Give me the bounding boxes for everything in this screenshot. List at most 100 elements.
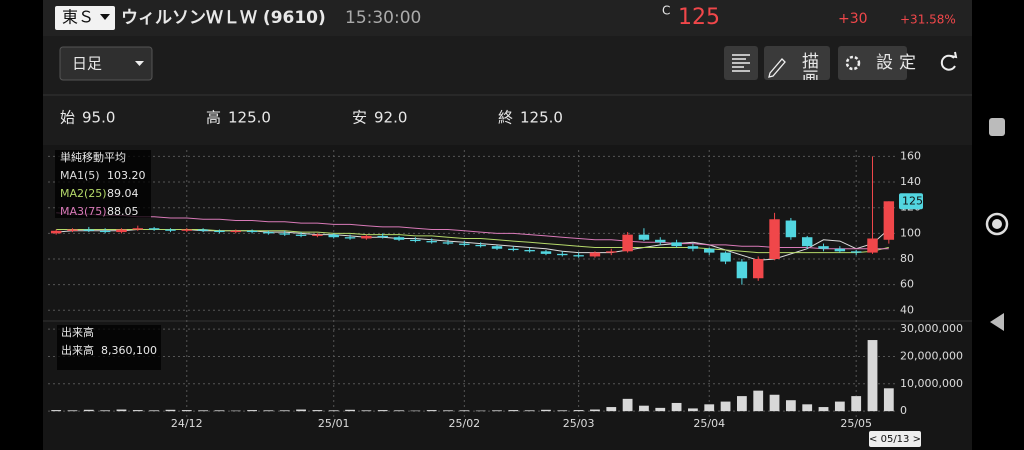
candle-body: [328, 234, 339, 238]
last-price-label: 125: [902, 194, 923, 207]
home-button[interactable]: [985, 212, 1009, 236]
candle-body: [785, 220, 797, 238]
ma-line: [56, 212, 889, 250]
draw-button[interactable]: [764, 46, 830, 80]
x-tick-label: 25/04: [693, 417, 725, 430]
recents-button[interactable]: [989, 118, 1005, 136]
candle-body: [769, 219, 780, 260]
volume-bar: [508, 410, 519, 412]
period: 日足: [72, 55, 102, 73]
candle-body: [801, 237, 813, 247]
volume-legend-title: 出来高: [61, 325, 94, 339]
candle-body: [197, 229, 209, 231]
candle-body: [655, 239, 666, 243]
candle-body: [393, 237, 405, 240]
candle-body: [361, 235, 372, 239]
volume-bar: [622, 398, 633, 412]
volume-bar: [557, 410, 568, 412]
volume-bar: [655, 407, 666, 412]
volume-bar: [720, 401, 731, 412]
back-button[interactable]: [990, 313, 1004, 331]
volume-tick-label: 30,000,000: [900, 322, 963, 335]
volume-bar: [834, 401, 845, 412]
candle-body: [83, 229, 95, 231]
ma-line: [56, 229, 889, 254]
volume-bar: [769, 394, 780, 412]
candle-body: [883, 201, 895, 240]
y-tick-label: 60: [900, 278, 914, 291]
candle-body: [165, 229, 176, 231]
dropdown-arrow: [135, 61, 144, 66]
settings-button[interactable]: [838, 46, 907, 80]
settings-label: 設定: [876, 53, 922, 73]
change: +30: [838, 11, 868, 27]
ohlc-label: 安: [352, 109, 367, 127]
price: 125: [678, 5, 720, 30]
change-pct: +31.58%: [900, 13, 956, 27]
gear-icon: [845, 55, 861, 71]
volume-bar: [296, 409, 306, 412]
volume-bar: [753, 390, 764, 412]
candle-body: [377, 235, 388, 238]
volume-bar: [426, 410, 437, 412]
y-tick-label: 140: [900, 175, 921, 188]
volume-bar: [736, 396, 747, 412]
market: 東Ｓ: [62, 8, 94, 27]
ohlc-value: 125.0: [520, 109, 563, 127]
volume-bar: [606, 407, 617, 412]
volume-bar: [785, 400, 796, 412]
ohlc-label: 始: [60, 109, 75, 127]
chart-area: [43, 145, 972, 450]
candle-body: [295, 234, 307, 236]
candle-body: [540, 251, 552, 254]
market-select[interactable]: [55, 6, 115, 30]
candle-body: [214, 230, 225, 233]
legend-value: 103.20: [107, 169, 146, 182]
candle-body: [312, 234, 323, 236]
stock-name: ウィルソンＷＬＷ (9610): [121, 8, 326, 28]
candle-body: [116, 229, 127, 233]
volume-bar: [345, 409, 355, 412]
volume-bar: [132, 410, 143, 412]
candle-body: [606, 251, 617, 253]
x-tick-label: 25/02: [448, 417, 480, 430]
volume-bar: [688, 408, 698, 412]
candle-body: [181, 229, 193, 231]
legend-value: 89.04: [107, 187, 139, 200]
candle-body: [524, 250, 535, 252]
candle-body: [50, 230, 62, 234]
volume-bar: [83, 409, 94, 412]
candle-body: [687, 246, 699, 249]
candle-body: [573, 255, 584, 257]
y-tick-label: 80: [900, 252, 914, 265]
candle-body: [622, 234, 633, 252]
candle-body: [132, 228, 144, 230]
volume-bar: [541, 409, 551, 412]
volume-bar: [867, 340, 878, 412]
volume-bar: [116, 409, 127, 412]
volume-tick-label: 0: [900, 404, 907, 417]
period-select[interactable]: [59, 46, 153, 81]
candle-body: [850, 251, 862, 253]
ma-line: [56, 228, 890, 261]
ma-legend-title: 単純移動平均: [60, 150, 126, 164]
candle-body: [752, 259, 764, 279]
pencil-icon: [768, 58, 786, 78]
y-tick-label: 160: [900, 149, 921, 162]
legend-value: 88.05: [107, 205, 139, 218]
volume-legend-value: 8,360,100: [101, 344, 157, 357]
ohlc-label: 高: [206, 109, 221, 127]
ohlc-row: 始 95.0 高 125.0 安 92.0 終 125.0: [60, 109, 563, 127]
volume-bar: [279, 410, 290, 412]
time: 15:30:00: [345, 8, 421, 28]
x-tick-label: 25/03: [563, 417, 595, 430]
candle-body: [508, 248, 519, 251]
header-bar: [43, 0, 972, 36]
candle-body: [344, 237, 356, 239]
candle-body: [867, 238, 878, 253]
volume-bar: [361, 410, 372, 412]
y-tick-label: 100: [900, 226, 921, 239]
price-marker: C: [662, 4, 670, 18]
refresh-icon[interactable]: [940, 54, 956, 71]
